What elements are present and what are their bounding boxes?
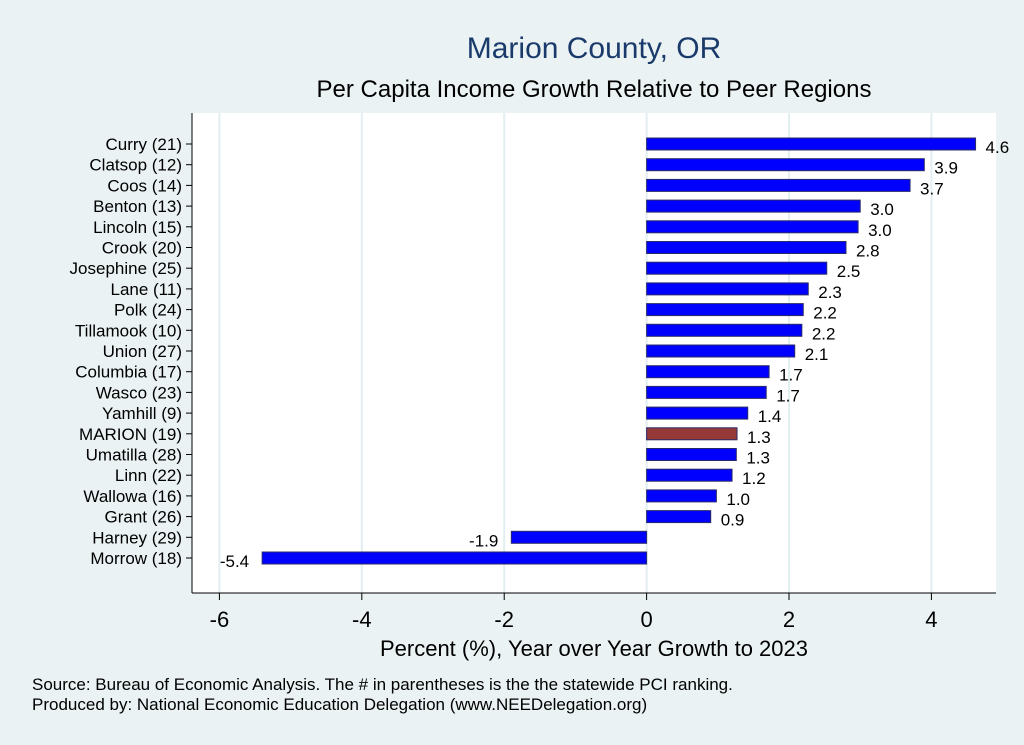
x-tick-label: -4: [352, 607, 372, 632]
bar: [646, 468, 733, 482]
value-label: 2.8: [856, 242, 880, 261]
bar: [261, 551, 648, 565]
category-label: Benton (13): [93, 197, 182, 216]
category-label: Linn (22): [115, 466, 182, 485]
source-note: Source: Bureau of Economic Analysis. The…: [32, 675, 733, 694]
value-label: 3.0: [870, 200, 894, 219]
category-label: Josephine (25): [70, 259, 182, 278]
category-label: MARION (19): [79, 425, 182, 444]
bar: [646, 406, 749, 420]
x-tick-label: 2: [783, 607, 795, 632]
category-label: Clatsop (12): [89, 156, 182, 175]
value-label: 3.9: [934, 159, 958, 178]
chart-subtitle: Per Capita Income Growth Relative to Pee…: [317, 76, 872, 103]
value-label: 2.1: [805, 345, 829, 364]
x-tick-label: 0: [640, 607, 652, 632]
bar: [510, 530, 648, 544]
bar: [646, 510, 712, 524]
category-label: Umatilla (28): [86, 446, 182, 465]
x-axis-title: Percent (%), Year over Year Growth to 20…: [380, 636, 808, 661]
category-label: Columbia (17): [75, 363, 182, 382]
bar: [646, 489, 717, 503]
bar: [646, 344, 796, 358]
category-label: Harney (29): [92, 528, 182, 547]
value-label: 2.5: [837, 262, 861, 281]
category-label: Morrow (18): [90, 549, 182, 568]
category-label: Wasco (23): [96, 383, 182, 402]
bar: [646, 241, 847, 254]
bar: [646, 137, 977, 151]
category-label: Coos (14): [107, 176, 182, 195]
bars: [261, 137, 977, 565]
x-tick-label: -2: [494, 607, 514, 632]
value-label: 1.4: [758, 407, 782, 426]
value-label: -1.9: [469, 531, 498, 550]
plot-area: [192, 113, 996, 593]
x-tick-label: 4: [925, 607, 937, 632]
value-label: 1.0: [726, 490, 750, 509]
value-label: 1.3: [746, 449, 770, 468]
value-label: 2.2: [813, 304, 837, 323]
bar: [646, 448, 737, 461]
bar: [646, 303, 804, 317]
value-label: 4.6: [986, 138, 1010, 157]
x-axis-ticks: -6 -4 -2 0 2 4: [210, 593, 938, 632]
value-label: -5.4: [220, 552, 249, 571]
value-label: 2.3: [818, 283, 842, 302]
bar: [646, 178, 911, 192]
value-label: 3.0: [868, 221, 892, 240]
highlight-bar: [646, 427, 738, 441]
bar: [646, 365, 770, 379]
category-label: Curry (21): [105, 135, 182, 154]
category-label: Polk (24): [114, 301, 182, 320]
bar: [646, 158, 925, 172]
value-label: 3.7: [920, 179, 944, 198]
value-label: 1.3: [747, 428, 771, 447]
category-label: Crook (20): [102, 239, 182, 258]
category-label: Tillamook (10): [75, 321, 182, 340]
bar: [646, 385, 767, 399]
category-label: Lincoln (15): [93, 218, 182, 237]
value-label: 0.9: [721, 511, 745, 530]
category-label: Wallowa (16): [83, 487, 182, 506]
bar: [646, 323, 803, 337]
value-label: 2.2: [812, 324, 836, 343]
chart-title: Marion County, OR: [467, 32, 722, 65]
value-label: 1.7: [776, 386, 800, 405]
labels: Curry (21) 4.6 Clatsop (12) 3.9 Coos (14) 3.7…: [70, 135, 1010, 571]
producer-note: Produced by: National Economic Education…: [32, 695, 647, 714]
bar: [646, 282, 809, 296]
x-tick-label: -6: [210, 607, 230, 632]
category-label: Yamhill (9): [102, 404, 182, 423]
category-label: Lane (11): [110, 280, 182, 299]
bar: [646, 199, 861, 213]
value-label: 1.7: [779, 366, 803, 385]
category-label: Grant (26): [105, 508, 182, 527]
category-label: Union (27): [103, 342, 182, 361]
value-label: 1.2: [742, 469, 766, 488]
bar: [646, 220, 859, 234]
bar: [646, 261, 828, 275]
